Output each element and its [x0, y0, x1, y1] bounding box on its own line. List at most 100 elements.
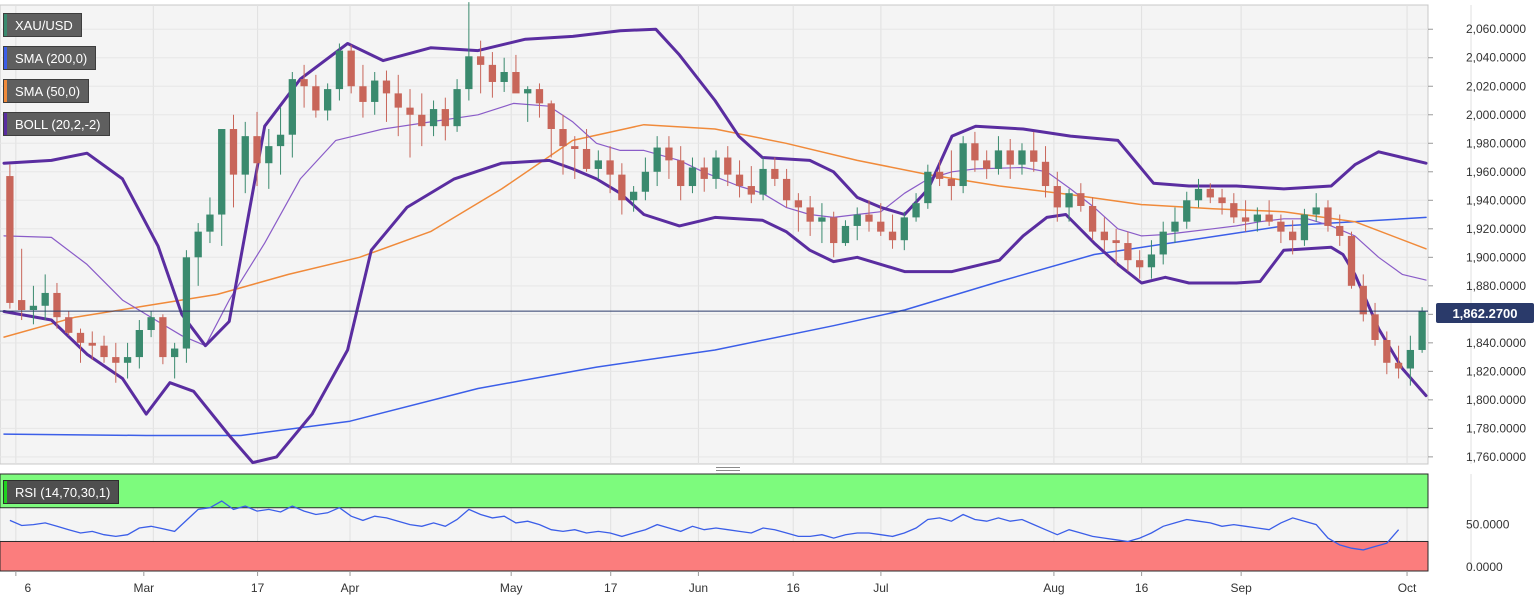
- bollinger-upper-band: [2, 27, 1428, 348]
- boll-swatch: [4, 113, 7, 135]
- y-tick-label: 2,020.0000: [1466, 79, 1526, 93]
- pane-splitter-handle[interactable]: [716, 465, 740, 474]
- candle-down: [1230, 203, 1238, 218]
- candle-up: [218, 129, 226, 215]
- candle-up: [1018, 150, 1026, 165]
- x-tick-label: Jul: [873, 581, 888, 595]
- candle-up: [206, 214, 214, 232]
- y-tick-label: 1,800.0000: [1466, 393, 1526, 407]
- candle-down: [606, 160, 614, 175]
- candle-down: [888, 231, 897, 241]
- candle-down: [394, 93, 402, 108]
- legend-boll-label: BOLL (20,2,-2): [15, 116, 101, 132]
- candle-down: [112, 357, 120, 363]
- candle-down: [53, 292, 61, 318]
- candle-up: [1065, 193, 1073, 208]
- candle-up: [524, 89, 532, 94]
- candle-down: [18, 300, 26, 311]
- y-tick-label: 1,840.0000: [1466, 336, 1526, 350]
- rsi-oversold-zone: [0, 540, 1429, 572]
- x-tick-label: May: [500, 581, 523, 595]
- candle-down: [535, 89, 544, 104]
- bollinger-lower-band: [2, 158, 1428, 465]
- candle-up: [1147, 254, 1156, 268]
- candle-up: [1194, 188, 1203, 201]
- x-tick-label: Mar: [133, 581, 154, 595]
- candle-down: [747, 186, 755, 195]
- candle-down: [1383, 339, 1391, 363]
- candle-down: [1088, 205, 1097, 232]
- candle-up: [1406, 349, 1414, 369]
- candle-up: [123, 357, 132, 363]
- candle-up: [594, 160, 602, 169]
- candle-down: [830, 217, 838, 244]
- candle-up: [288, 79, 296, 135]
- legend-symbol[interactable]: XAU/USD: [3, 13, 82, 37]
- y-tick-label: 2,060.0000: [1466, 22, 1526, 36]
- symbol-swatch: [4, 14, 7, 36]
- candle-down: [1041, 161, 1050, 187]
- candle-down: [1347, 235, 1356, 286]
- candle-down: [476, 56, 485, 65]
- candle-down: [1371, 314, 1379, 340]
- candle-down: [1030, 150, 1038, 162]
- candle-up: [429, 109, 438, 127]
- candle-up: [182, 257, 191, 349]
- candle-down: [983, 160, 991, 169]
- candle-down: [1112, 240, 1120, 244]
- candle-down: [794, 200, 803, 208]
- candle-down: [347, 50, 355, 87]
- x-tick-label: 16: [1135, 581, 1149, 595]
- candle-up: [959, 143, 967, 187]
- candle-up: [900, 217, 908, 241]
- candle-down: [1324, 207, 1332, 226]
- x-tick-label: Jun: [689, 581, 708, 595]
- x-tick-label: 17: [604, 581, 618, 595]
- candle-down: [1336, 225, 1344, 236]
- main-plot-area: [0, 4, 1429, 465]
- legend-boll[interactable]: BOLL (20,2,-2): [3, 112, 110, 136]
- candle-up: [194, 231, 202, 258]
- candle-down: [418, 114, 426, 127]
- candle-up: [276, 134, 285, 147]
- x-tick-label: Oct: [1398, 581, 1417, 595]
- candle-up: [1253, 214, 1262, 222]
- candle-up: [29, 305, 38, 311]
- y-tick-label: 1,900.0000: [1466, 250, 1526, 264]
- legend-sma200[interactable]: SMA (200,0): [3, 46, 97, 70]
- candle-up: [641, 171, 650, 192]
- candle-down: [441, 109, 449, 127]
- candle-down: [1265, 214, 1273, 222]
- candle-up: [465, 56, 473, 90]
- candle-down: [971, 143, 979, 161]
- candle-down: [512, 71, 520, 94]
- candle-up: [453, 89, 461, 127]
- candle-down: [1394, 362, 1403, 369]
- candle-down: [735, 174, 744, 187]
- legend-sma200-label: SMA (200,0): [15, 50, 88, 66]
- candle-down: [806, 207, 814, 222]
- y-tick-label: 1,920.0000: [1466, 222, 1526, 236]
- y-tick-label: 1,780.0000: [1466, 421, 1526, 435]
- x-tick-label: 6: [25, 581, 32, 595]
- candle-down: [935, 171, 944, 179]
- legend-rsi[interactable]: RSI (14,70,30,1): [3, 480, 120, 504]
- candle-up: [629, 191, 638, 201]
- candle-up: [1171, 221, 1179, 232]
- sma200-line: [3, 216, 1427, 437]
- legend-sma50[interactable]: SMA (50,0): [3, 79, 90, 103]
- candle-up: [994, 150, 1003, 169]
- candle-down: [100, 345, 108, 358]
- candle-down: [1100, 231, 1109, 241]
- candle-up: [1183, 200, 1191, 222]
- candle-down: [877, 221, 885, 232]
- x-tick-label: Sep: [1230, 581, 1252, 595]
- candle-down: [724, 157, 732, 175]
- candle-down: [382, 80, 391, 94]
- candle-up: [841, 225, 850, 244]
- candle-down: [665, 147, 673, 161]
- candle-up: [335, 50, 344, 90]
- candle-down: [229, 129, 238, 175]
